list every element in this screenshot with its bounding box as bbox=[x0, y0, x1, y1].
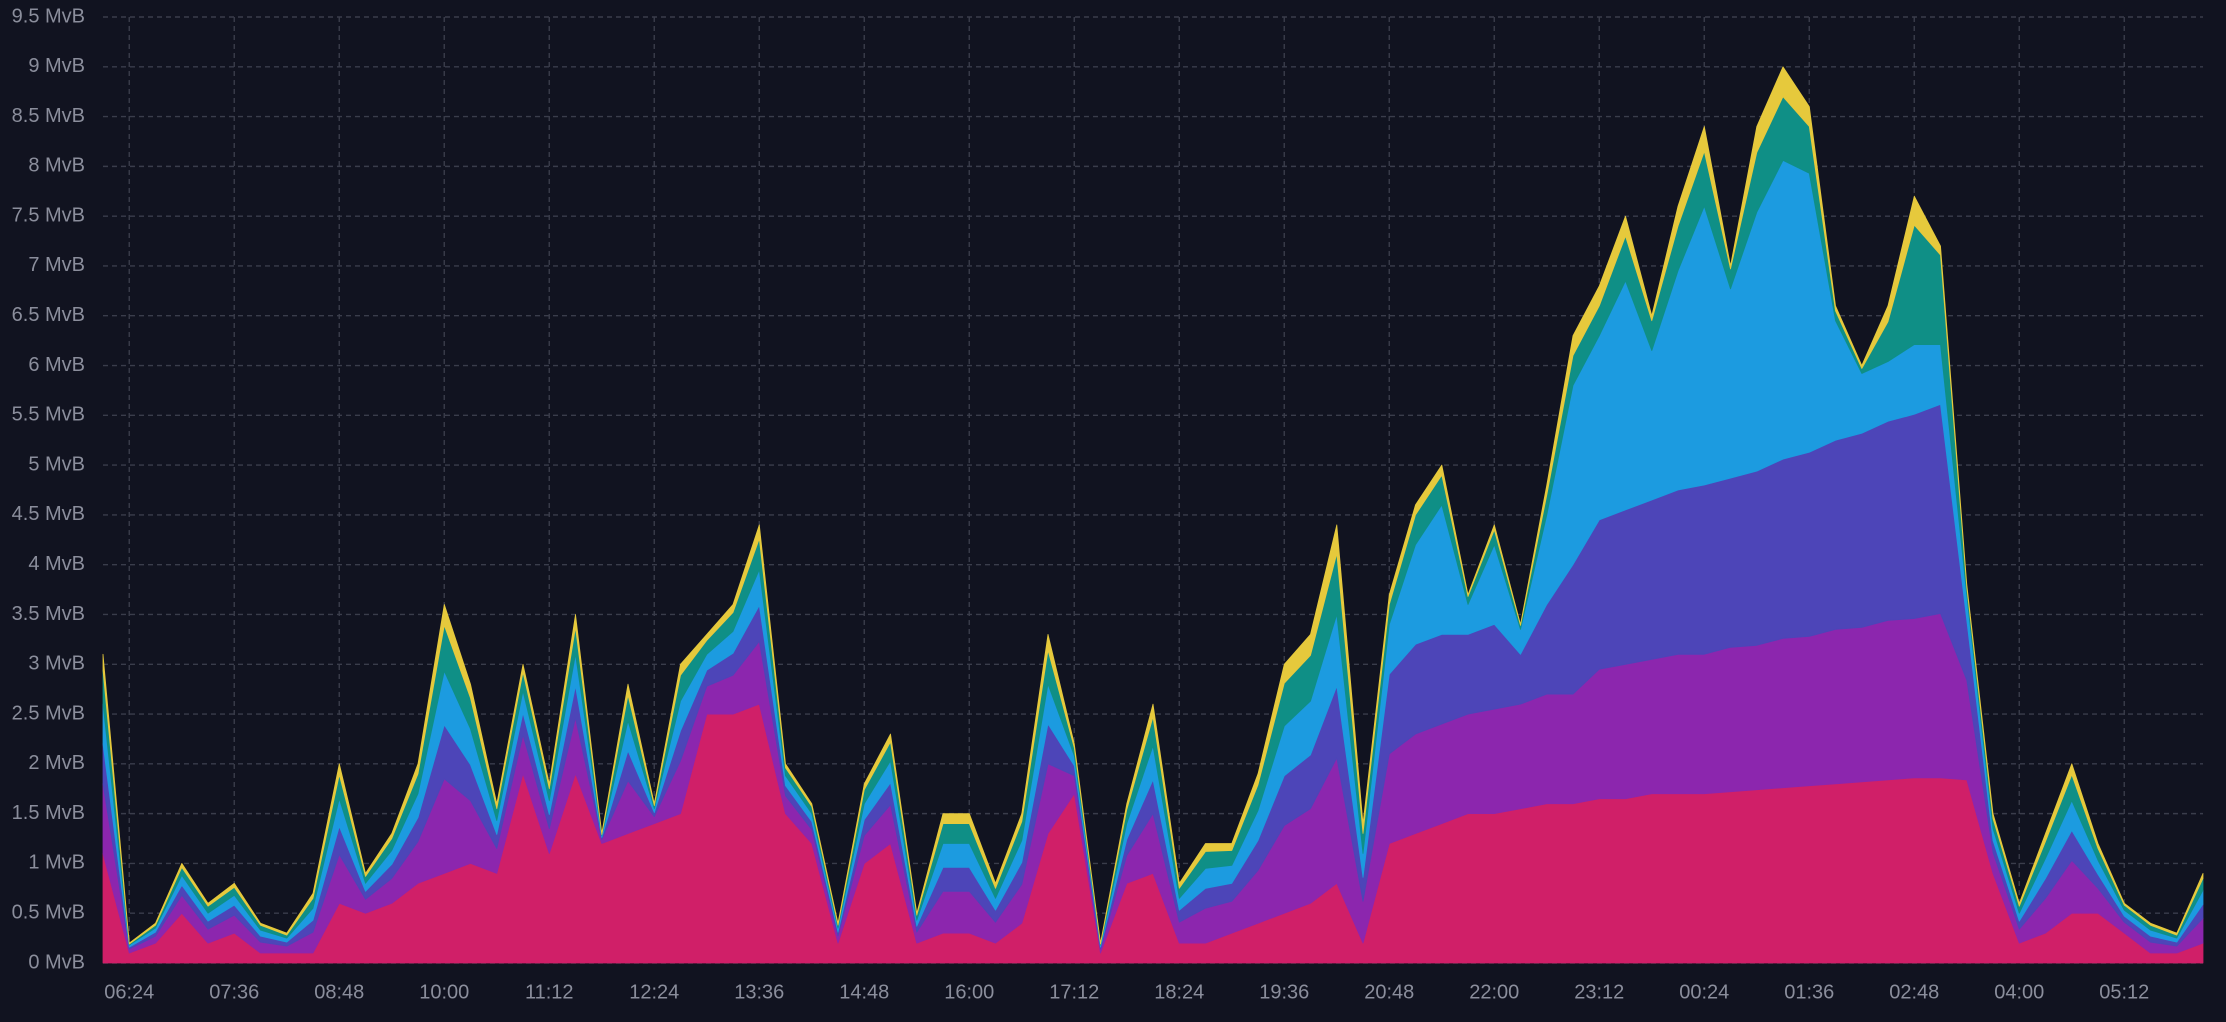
y-tick-label: 6 MvB bbox=[28, 354, 85, 376]
y-tick-label: 7 MvB bbox=[28, 254, 85, 276]
y-tick-label: 2 MvB bbox=[28, 752, 85, 774]
y-tick-label: 3.5 MvB bbox=[12, 603, 85, 625]
x-tick-label: 12:24 bbox=[629, 981, 679, 1003]
y-tick-label: 5.5 MvB bbox=[12, 404, 85, 426]
y-tick-label: 4.5 MvB bbox=[12, 503, 85, 525]
y-tick-label: 1.5 MvB bbox=[12, 802, 85, 824]
y-tick-label: 1 MvB bbox=[28, 852, 85, 874]
y-tick-label: 8 MvB bbox=[28, 155, 85, 177]
x-tick-label: 22:00 bbox=[1469, 981, 1519, 1003]
y-tick-label: 0.5 MvB bbox=[12, 901, 85, 923]
x-tick-label: 17:12 bbox=[1049, 981, 1099, 1003]
x-tick-label: 11:12 bbox=[525, 981, 574, 1003]
x-tick-label: 06:24 bbox=[104, 981, 154, 1003]
x-tick-label: 10:00 bbox=[419, 981, 469, 1003]
x-tick-label: 16:00 bbox=[944, 981, 994, 1003]
x-tick-label: 02:48 bbox=[1889, 981, 1939, 1003]
x-tick-label: 19:36 bbox=[1259, 981, 1309, 1003]
y-tick-label: 7.5 MvB bbox=[12, 204, 85, 226]
x-tick-label: 08:48 bbox=[314, 981, 364, 1003]
x-tick-label: 07:36 bbox=[209, 981, 259, 1003]
y-tick-label: 9.5 MvB bbox=[12, 5, 85, 27]
x-tick-label: 20:48 bbox=[1364, 981, 1414, 1003]
y-tick-label: 2.5 MvB bbox=[12, 702, 85, 724]
x-tick-label: 13:36 bbox=[734, 981, 784, 1003]
x-tick-label: 14:48 bbox=[839, 981, 889, 1003]
x-tick-label: 04:00 bbox=[1994, 981, 2044, 1003]
y-tick-label: 9 MvB bbox=[28, 55, 85, 77]
x-tick-label: 05:12 bbox=[2099, 981, 2149, 1003]
y-tick-label: 0 MvB bbox=[28, 951, 85, 973]
area bbox=[102, 66, 2204, 945]
y-tick-label: 8.5 MvB bbox=[12, 105, 85, 127]
y-tick-label: 4 MvB bbox=[28, 553, 85, 575]
y-tick-label: 6.5 MvB bbox=[12, 304, 85, 326]
x-tick-label: 00:24 bbox=[1679, 981, 1729, 1003]
x-tick-label: 01:36 bbox=[1784, 981, 1834, 1003]
x-tick-label: 18:24 bbox=[1154, 981, 1204, 1003]
x-tick-label: 23:12 bbox=[1574, 981, 1624, 1003]
y-tick-label: 5 MvB bbox=[28, 453, 85, 475]
y-tick-label: 3 MvB bbox=[28, 653, 85, 675]
